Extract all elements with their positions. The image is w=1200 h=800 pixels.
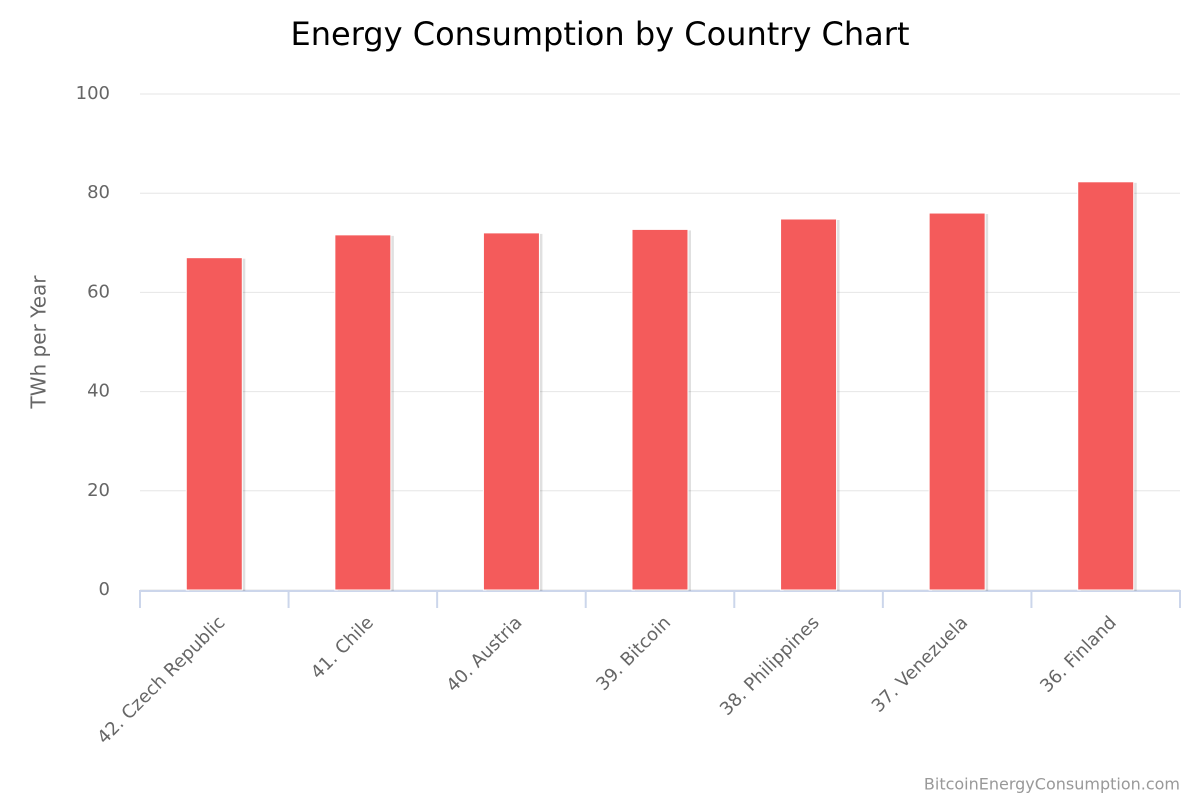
x-tick-label: 40. Austria [442, 612, 526, 696]
bar [780, 218, 838, 591]
y-tick-label: 100 [76, 83, 110, 104]
x-tick-label: 38. Philippines [716, 612, 824, 720]
x-tick-label: 42. Czech Republic [93, 612, 229, 748]
bar [631, 228, 689, 591]
x-tick-label: 39. Bitcoin [592, 612, 675, 695]
bar [334, 234, 392, 591]
bar [482, 232, 540, 591]
bar [185, 257, 243, 591]
bar [928, 212, 986, 591]
y-tick-label: 20 [87, 480, 110, 501]
bar [1077, 181, 1135, 591]
y-axis-label: TWh per Year [27, 275, 51, 410]
x-tick-label: 36. Finland [1036, 612, 1121, 697]
y-tick-label: 60 [87, 281, 110, 302]
y-tick-label: 0 [99, 579, 110, 600]
x-tick-label: 41. Chile [307, 612, 378, 683]
y-tick-label: 40 [87, 381, 110, 402]
chart-title: Energy Consumption by Country Chart [291, 15, 910, 53]
y-tick-label: 80 [87, 182, 110, 203]
credits: BitcoinEnergyConsumption.com [924, 775, 1180, 794]
x-tick-label: 37. Venezuela [868, 612, 973, 717]
